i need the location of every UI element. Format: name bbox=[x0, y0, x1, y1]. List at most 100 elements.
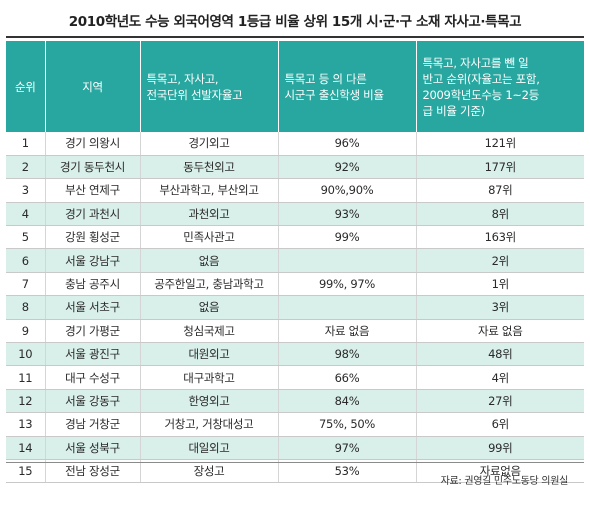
region-cell: 서울 광진구 bbox=[45, 342, 141, 367]
schools-cell: 부산과학고, 부산외고 bbox=[140, 178, 279, 203]
table-header: 순위 지역 특목고, 자사고, 전국단위 선발자율고 특목고 등 의 다른 시군구 출신학… bbox=[6, 41, 584, 132]
schools-cell: 한영외고 bbox=[140, 389, 279, 414]
outside-ratio-cell: 84% bbox=[278, 389, 417, 414]
rank-cell: 4 bbox=[6, 202, 46, 227]
region-cell: 충남 공주시 bbox=[45, 272, 141, 297]
rank-cell: 15 bbox=[6, 459, 46, 484]
region-cell: 서울 성북구 bbox=[45, 436, 141, 460]
general-rank-cell: 87위 bbox=[416, 178, 584, 203]
rank-cell: 2 bbox=[6, 155, 46, 180]
general-rank-cell: 163위 bbox=[416, 225, 584, 250]
region-cell: 경남 거창군 bbox=[45, 412, 141, 437]
header-rank: 순위 bbox=[6, 41, 46, 132]
outside-ratio-cell: 90%,90% bbox=[278, 178, 417, 203]
region-cell: 전남 장성군 bbox=[45, 459, 141, 484]
table-row: 2 경기 동두천시 동두천외고 92% 177위 bbox=[6, 155, 584, 180]
rank-cell: 10 bbox=[6, 342, 46, 367]
table-row: 8 서울 서초구 없음 3위 bbox=[6, 295, 584, 320]
header-region: 지역 bbox=[45, 41, 141, 132]
outside-ratio-cell: 53% bbox=[278, 459, 417, 484]
table-row: 5 강원 횡성군 민족사관고 99% 163위 bbox=[6, 225, 584, 250]
table-row: 11 대구 수성구 대구과학고 66% 4위 bbox=[6, 365, 584, 390]
region-cell: 경기 가평군 bbox=[45, 319, 141, 344]
schools-cell: 청심국제고 bbox=[140, 319, 279, 344]
general-rank-cell: 자료 없음 bbox=[416, 319, 584, 344]
bottom-divider bbox=[6, 462, 584, 463]
general-rank-cell: 8위 bbox=[416, 202, 584, 227]
title-divider bbox=[6, 36, 584, 38]
page-title: 2010학년도 수능 외국어영역 1등급 비율 상위 15개 시·군·구 소재 … bbox=[68, 14, 522, 30]
region-cell: 서울 강남구 bbox=[45, 248, 141, 273]
general-rank-cell: 1위 bbox=[416, 272, 584, 297]
rank-cell: 3 bbox=[6, 178, 46, 203]
outside-ratio-cell bbox=[278, 248, 417, 273]
region-cell: 대구 수성구 bbox=[45, 365, 141, 390]
header-outside-ratio: 특목고 등 의 다른 시군구 출신학생 비율 bbox=[278, 41, 417, 132]
rank-cell: 11 bbox=[6, 365, 46, 390]
schools-cell: 거창고, 거창대성고 bbox=[140, 412, 279, 437]
outside-ratio-cell: 99%, 97% bbox=[278, 272, 417, 297]
schools-cell: 동두천외고 bbox=[140, 155, 279, 180]
rank-cell: 13 bbox=[6, 412, 46, 437]
table-row: 12 서울 강동구 한영외고 84% 27위 bbox=[6, 389, 584, 414]
schools-cell: 공주한일고, 충남과학고 bbox=[140, 272, 279, 297]
region-cell: 경기 의왕시 bbox=[45, 132, 141, 156]
region-cell: 부산 연제구 bbox=[45, 178, 141, 203]
table-row: 9 경기 가평군 청심국제고 자료 없음 자료 없음 bbox=[6, 319, 584, 344]
schools-cell: 장성고 bbox=[140, 459, 279, 484]
schools-cell: 경기외고 bbox=[140, 132, 279, 156]
general-rank-cell: 121위 bbox=[416, 132, 584, 156]
rank-cell: 7 bbox=[6, 272, 46, 297]
general-rank-cell: 4위 bbox=[416, 365, 584, 390]
general-rank-cell: 2위 bbox=[416, 248, 584, 273]
table-row: 7 충남 공주시 공주한일고, 충남과학고 99%, 97% 1위 bbox=[6, 272, 584, 297]
schools-cell: 없음 bbox=[140, 295, 279, 320]
rank-cell: 5 bbox=[6, 225, 46, 250]
region-cell: 경기 과천시 bbox=[45, 202, 141, 227]
table-row: 15 전남 장성군 장성고 53% 자료없음 bbox=[6, 459, 584, 484]
table-row: 13 경남 거창군 거창고, 거창대성고 75%, 50% 6위 bbox=[6, 412, 584, 437]
outside-ratio-cell: 92% bbox=[278, 155, 417, 180]
source-note: 자료: 권영길 민주노동당 의원실 bbox=[440, 476, 569, 487]
rank-cell: 6 bbox=[6, 248, 46, 273]
schools-cell: 대일외고 bbox=[140, 436, 279, 460]
rank-cell: 8 bbox=[6, 295, 46, 320]
table-row: 3 부산 연제구 부산과학고, 부산외고 90%,90% 87위 bbox=[6, 178, 584, 203]
schools-cell: 민족사관고 bbox=[140, 225, 279, 250]
general-rank-cell: 48위 bbox=[416, 342, 584, 367]
outside-ratio-cell: 97% bbox=[278, 436, 417, 460]
outside-ratio-cell: 93% bbox=[278, 202, 417, 227]
outside-ratio-cell bbox=[278, 295, 417, 320]
schools-cell: 과천외고 bbox=[140, 202, 279, 227]
outside-ratio-cell: 자료 없음 bbox=[278, 319, 417, 344]
general-rank-cell: 177위 bbox=[416, 155, 584, 180]
region-cell: 강원 횡성군 bbox=[45, 225, 141, 250]
rank-cell: 1 bbox=[6, 132, 46, 156]
header-row: 순위 지역 특목고, 자사고, 전국단위 선발자율고 특목고 등 의 다른 시군구 출신학… bbox=[6, 41, 584, 132]
schools-cell: 대구과학고 bbox=[140, 365, 279, 390]
outside-ratio-cell: 66% bbox=[278, 365, 417, 390]
general-rank-cell: 6위 bbox=[416, 412, 584, 437]
header-schools: 특목고, 자사고, 전국단위 선발자율고 bbox=[140, 41, 279, 132]
table-row: 10 서울 광진구 대원외고 98% 48위 bbox=[6, 342, 584, 367]
outside-ratio-cell: 75%, 50% bbox=[278, 412, 417, 437]
general-rank-cell: 27위 bbox=[416, 389, 584, 414]
general-rank-cell: 99위 bbox=[416, 436, 584, 460]
table-body: 1 경기 의왕시 경기외고 96% 121위 2 경기 동두천시 동두천외고 92% 177위 3 부… bbox=[6, 132, 584, 484]
rank-cell: 14 bbox=[6, 436, 46, 460]
region-cell: 서울 서초구 bbox=[45, 295, 141, 320]
schools-cell: 없음 bbox=[140, 248, 279, 273]
general-rank-cell: 3위 bbox=[416, 295, 584, 320]
schools-cell: 대원외고 bbox=[140, 342, 279, 367]
header-general-rank: 특목고, 자사고를 뺀 일 반고 순위(자율고는 포함, 2009학년도수능 1~2… bbox=[416, 41, 584, 132]
region-cell: 서울 강동구 bbox=[45, 389, 141, 414]
general-rank-cell: 자료없음 bbox=[416, 459, 584, 484]
table-row: 4 경기 과천시 과천외고 93% 8위 bbox=[6, 202, 584, 227]
table-row: 6 서울 강남구 없음 2위 bbox=[6, 248, 584, 273]
rank-cell: 9 bbox=[6, 319, 46, 344]
table-row: 1 경기 의왕시 경기외고 96% 121위 bbox=[6, 132, 584, 156]
rank-cell: 12 bbox=[6, 389, 46, 414]
region-cell: 경기 동두천시 bbox=[45, 155, 141, 180]
outside-ratio-cell: 98% bbox=[278, 342, 417, 367]
